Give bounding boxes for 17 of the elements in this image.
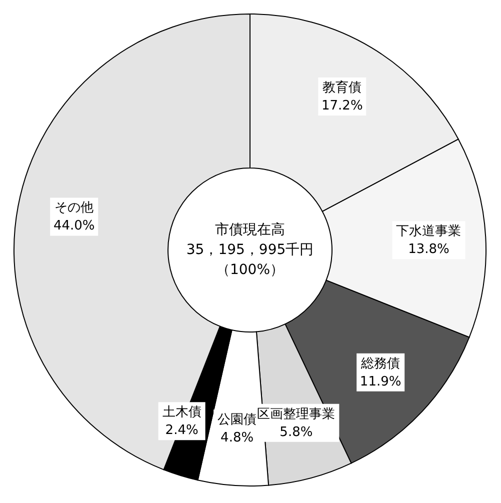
text: （100%） xyxy=(216,262,284,278)
data-label: 2.4% xyxy=(165,423,198,438)
data-label: 5.8% xyxy=(280,424,313,440)
text: 市債現在高 xyxy=(215,222,285,238)
data-label: 13.8% xyxy=(408,242,450,258)
slice-label: その他 xyxy=(54,200,94,216)
slice-label: 総務債 xyxy=(360,356,400,372)
slice-label: 教育債 xyxy=(322,80,362,96)
text: 35，195，995千円 xyxy=(186,242,314,258)
slice-label: 土木債 xyxy=(162,405,202,420)
slice-label: 公園債 xyxy=(218,412,257,428)
data-label: 17.2% xyxy=(322,98,363,114)
slice-label: 下水道事業 xyxy=(396,224,462,240)
slice-label: 区画整理事業 xyxy=(257,406,336,422)
data-label: 44.0% xyxy=(53,218,95,234)
data-label: 4.8% xyxy=(220,430,254,446)
data-label: 11.9% xyxy=(360,374,402,390)
